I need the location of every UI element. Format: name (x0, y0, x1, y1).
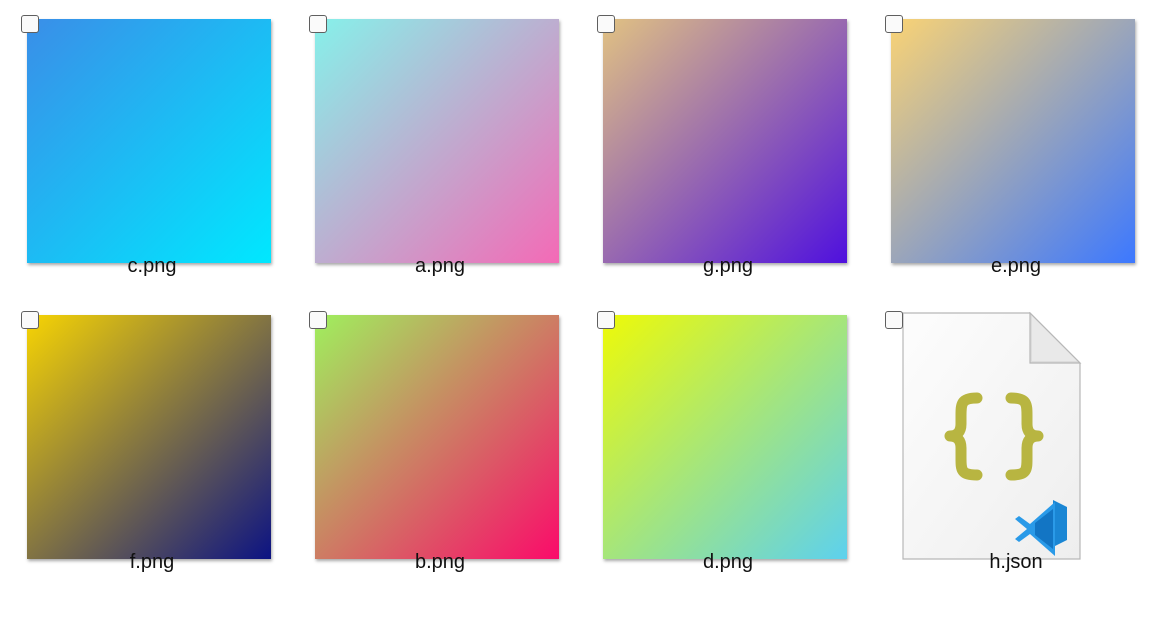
file-name-label: a.png (414, 255, 466, 277)
image-thumbnail[interactable] (315, 19, 559, 263)
file-name-label: e.png (990, 255, 1042, 277)
file-name-label: f.png (129, 551, 175, 573)
file-item[interactable]: c.png (0, 0, 288, 295)
file-name-label: g.png (702, 255, 754, 277)
file-item[interactable]: d.png (576, 296, 864, 591)
image-thumbnail[interactable] (603, 315, 847, 559)
file-name-label: b.png (414, 551, 466, 573)
select-checkbox[interactable] (885, 311, 903, 329)
select-checkbox[interactable] (885, 15, 903, 33)
file-name-label: d.png (702, 551, 754, 573)
image-thumbnail[interactable] (315, 315, 559, 559)
file-item[interactable]: b.png (288, 296, 576, 591)
file-name-label: c.png (127, 255, 177, 277)
select-checkbox[interactable] (309, 15, 327, 33)
file-name-label: h.json (989, 551, 1043, 573)
select-checkbox[interactable] (21, 15, 39, 33)
file-item[interactable]: h.json (864, 296, 1152, 591)
select-checkbox[interactable] (597, 311, 615, 329)
vscode-logo-icon (1015, 500, 1067, 556)
file-item[interactable]: e.png (864, 0, 1152, 295)
select-checkbox[interactable] (21, 311, 39, 329)
file-item[interactable]: g.png (576, 0, 864, 295)
select-checkbox[interactable] (309, 311, 327, 329)
json-file-icon (902, 312, 1082, 560)
curly-braces-icon (944, 392, 1044, 481)
image-thumbnail[interactable] (27, 19, 271, 263)
image-thumbnail[interactable] (891, 19, 1135, 263)
image-thumbnail[interactable] (27, 315, 271, 559)
file-item[interactable]: f.png (0, 296, 288, 591)
image-thumbnail[interactable] (603, 19, 847, 263)
select-checkbox[interactable] (597, 15, 615, 33)
file-item[interactable]: a.png (288, 0, 576, 295)
